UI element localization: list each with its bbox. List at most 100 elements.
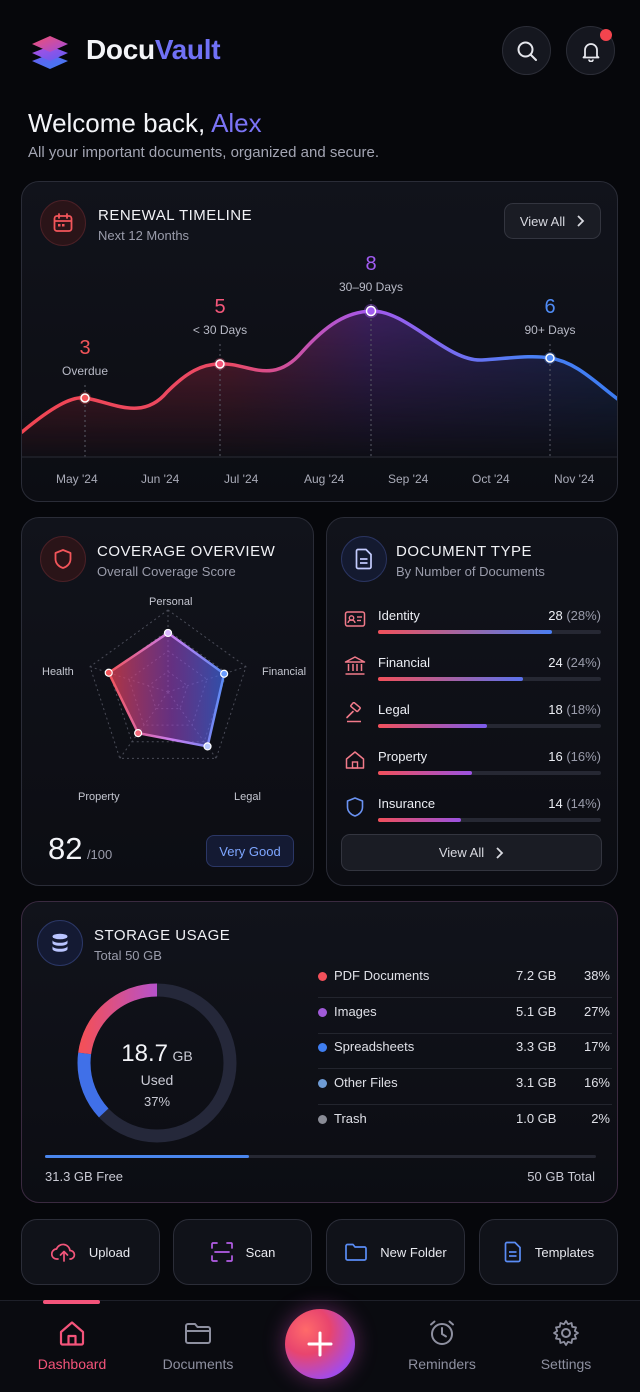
radar-label-personal: Personal [149, 596, 193, 608]
scan-label: Scan [245, 1244, 276, 1260]
storage-donut [77, 983, 237, 1143]
templates-button[interactable]: Templates [479, 1219, 618, 1285]
month-label: Nov '24 [554, 472, 595, 486]
storage-used-label: Used [140, 1072, 174, 1088]
nav-settings-label: Settings [540, 1356, 592, 1372]
radar-shape [107, 631, 226, 748]
coverage-rating-label: Very Good [219, 843, 281, 859]
storage-row: PDF Documents 7.2 GB 38% [318, 962, 612, 998]
doctype-bar [378, 771, 472, 775]
doctype-pct: (16%) [566, 749, 601, 764]
storage-name: Other Files [334, 1075, 398, 1090]
folder-icon [185, 1323, 211, 1344]
month-label: May '24 [56, 472, 98, 486]
storage-row: Other Files 3.1 GB 16% [318, 1069, 612, 1105]
document-icon [504, 1241, 521, 1263]
doctype-value: 16 (16%) [548, 749, 601, 764]
coverage-score-value: 82 [48, 831, 83, 866]
doctype-icon-wrap [341, 536, 387, 582]
welcome-greeting: Welcome back, [28, 108, 206, 138]
new-folder-button[interactable]: New Folder [326, 1219, 465, 1285]
storage-pct: 17% [583, 1039, 610, 1054]
renewal-timeline-card: RENEWAL TIMELINE Next 12 Months View All [21, 181, 618, 502]
doctype-view-all-label: View All [438, 845, 485, 860]
upload-label: Upload [88, 1244, 131, 1260]
plus-icon [307, 1331, 333, 1357]
doctype-row-insurance[interactable]: Insurance 14 (14%) [341, 794, 601, 834]
nav-settings[interactable]: Settings [516, 1318, 616, 1372]
search-icon [517, 41, 537, 61]
storage-total-label: 50 GB Total [527, 1169, 595, 1184]
radar-point [220, 669, 229, 678]
coverage-radar [89, 609, 247, 759]
alarm-clock-icon [430, 1320, 454, 1345]
welcome-subtitle: All your important documents, organized … [28, 144, 380, 161]
doctype-track [378, 771, 601, 775]
search-button[interactable] [502, 26, 551, 75]
renewal-chart [22, 299, 617, 458]
storage-size: 5.1 GB [516, 1004, 557, 1019]
storage-name: Spreadsheets [334, 1039, 415, 1054]
upload-button[interactable]: Upload [21, 1219, 160, 1285]
storage-used-value: 18.7 [121, 1040, 169, 1067]
renewal-view-all-button[interactable]: View All [504, 203, 601, 239]
radar-label-legal: Legal [234, 791, 261, 803]
renewal-point-overdue: 3 Overdue [45, 337, 125, 378]
storage-used-block: 18.7 GB Used 37% [107, 1040, 207, 1109]
nav-active-indicator [43, 1300, 100, 1304]
storage-subtitle: Total 50 GB [94, 948, 162, 963]
chevron-right-icon [577, 215, 585, 227]
doctype-count: 18 [548, 702, 563, 717]
month-label: Jul '24 [224, 472, 259, 486]
coverage-title: COVERAGE OVERVIEW [97, 543, 276, 560]
bell-icon [582, 42, 599, 62]
doctype-track [378, 724, 601, 728]
document-icon [355, 548, 372, 570]
radar-point [134, 729, 143, 738]
layers-logo-icon [32, 36, 68, 69]
month-label: Sep '24 [388, 472, 429, 486]
doctype-label: Insurance [378, 796, 436, 811]
doctype-bar [378, 630, 552, 634]
notification-dot [600, 29, 612, 41]
add-button[interactable] [285, 1309, 355, 1379]
id-card-icon [344, 611, 366, 627]
nav-dashboard-label: Dashboard [37, 1356, 107, 1372]
storage-used-amount: 18.7 GB [107, 1040, 207, 1068]
month-label: Oct '24 [472, 472, 510, 486]
doctype-row-property[interactable]: Property 16 (16%) [341, 747, 601, 787]
renewal-title: RENEWAL TIMELINE [98, 207, 253, 224]
doctype-pct: (24%) [566, 655, 601, 670]
doctype-row-legal[interactable]: Legal 18 (18%) [341, 700, 601, 740]
nav-reminders-label: Reminders [408, 1356, 476, 1372]
radar-label-property: Property [78, 791, 120, 803]
welcome-user: Alex [211, 108, 262, 138]
gavel-icon [346, 702, 361, 723]
doctype-row-financial[interactable]: Financial 24 (24%) [341, 653, 601, 693]
storage-used-unit: GB [172, 1048, 193, 1064]
renewal-point-30: 5 < 30 Days [175, 296, 265, 337]
scan-button[interactable]: Scan [173, 1219, 312, 1285]
storage-size: 3.3 GB [516, 1039, 557, 1054]
app-title: DocuVault [86, 34, 221, 66]
nav-reminders[interactable]: Reminders [392, 1318, 492, 1372]
app-title-part2: Vault [154, 34, 221, 65]
radar-point [203, 742, 212, 751]
doctype-label: Identity [378, 608, 420, 623]
storage-pct: 27% [583, 1004, 610, 1019]
doctype-pct: (28%) [566, 608, 601, 623]
doctype-row-identity[interactable]: Identity 28 (28%) [341, 606, 601, 646]
doctype-view-all-button[interactable]: View All [341, 834, 602, 871]
doctype-track [378, 630, 601, 634]
calendar-icon [53, 213, 73, 232]
radar-ring [89, 609, 247, 759]
doctype-bar [378, 677, 523, 681]
new-folder-label: New Folder [380, 1244, 447, 1260]
nav-documents[interactable]: Documents [148, 1318, 248, 1372]
renewal-point-90: 6 90+ Days [505, 296, 595, 337]
folder-icon [345, 1243, 368, 1261]
notifications-button[interactable] [566, 26, 615, 75]
shield-icon [346, 797, 364, 817]
nav-dashboard[interactable]: Dashboard [22, 1318, 122, 1372]
nav-documents-label: Documents [162, 1356, 234, 1372]
